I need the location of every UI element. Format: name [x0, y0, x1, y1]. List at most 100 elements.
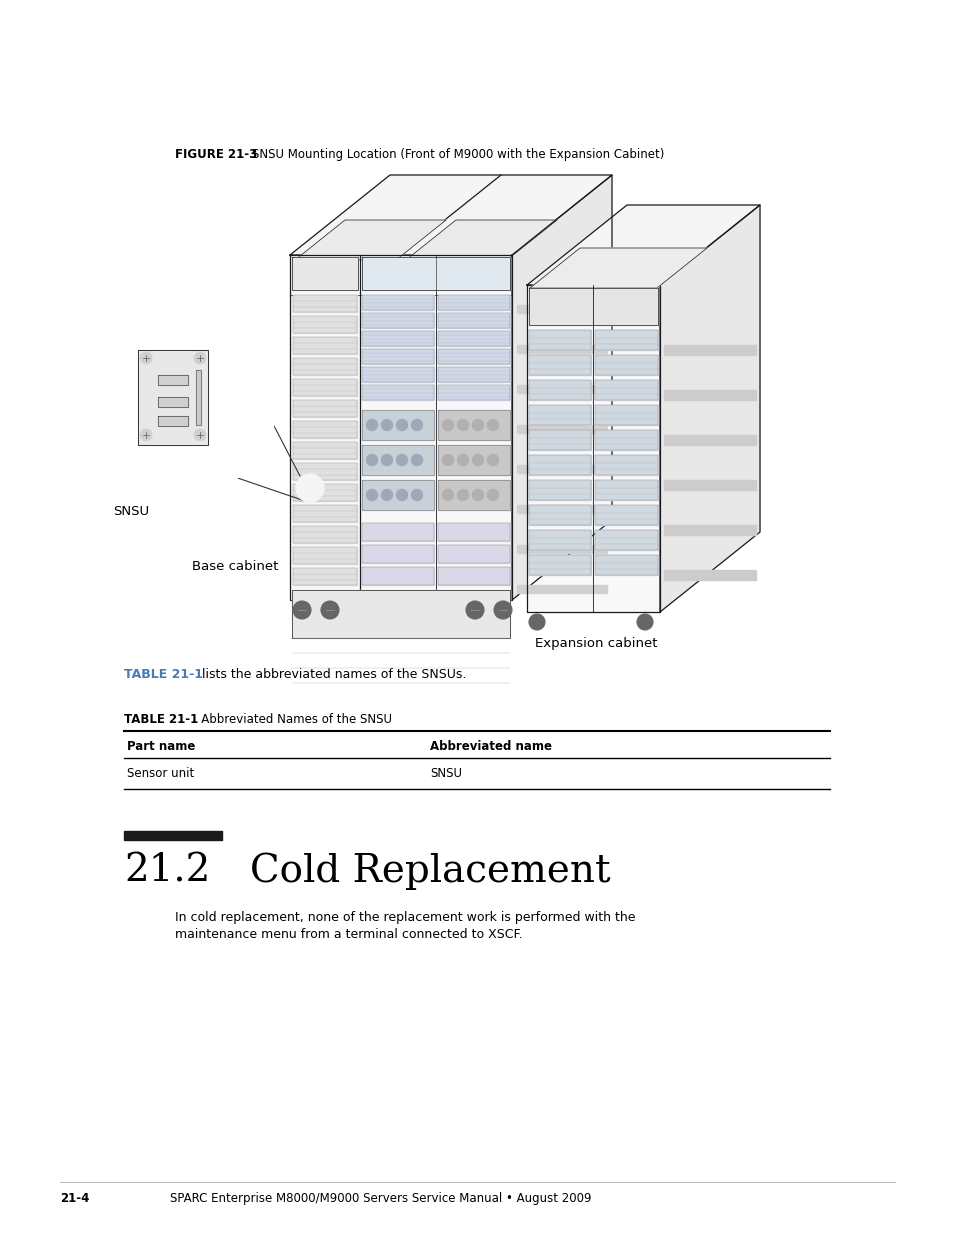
- Circle shape: [140, 429, 152, 441]
- Polygon shape: [437, 350, 510, 364]
- Polygon shape: [406, 220, 557, 261]
- Polygon shape: [293, 526, 356, 543]
- Polygon shape: [663, 345, 755, 354]
- Circle shape: [529, 614, 544, 630]
- Polygon shape: [293, 316, 356, 333]
- Circle shape: [456, 454, 469, 466]
- Polygon shape: [293, 295, 356, 312]
- Circle shape: [380, 489, 393, 501]
- Polygon shape: [595, 530, 658, 550]
- Polygon shape: [292, 590, 510, 638]
- Text: FIGURE 21-3: FIGURE 21-3: [174, 148, 257, 161]
- Circle shape: [411, 489, 422, 501]
- Polygon shape: [595, 380, 658, 400]
- Circle shape: [380, 419, 393, 431]
- Circle shape: [456, 489, 469, 501]
- Text: Part name: Part name: [127, 740, 195, 753]
- Circle shape: [193, 429, 206, 441]
- Text: Sensor unit: Sensor unit: [127, 767, 194, 781]
- Polygon shape: [663, 571, 755, 580]
- Polygon shape: [595, 454, 658, 475]
- Text: SPARC Enterprise M8000/M9000 Servers Service Manual • August 2009: SPARC Enterprise M8000/M9000 Servers Ser…: [170, 1192, 591, 1205]
- Polygon shape: [124, 831, 222, 840]
- Circle shape: [380, 454, 393, 466]
- Polygon shape: [437, 385, 510, 400]
- Polygon shape: [529, 288, 658, 325]
- Polygon shape: [663, 480, 755, 490]
- Polygon shape: [529, 405, 590, 425]
- Polygon shape: [437, 567, 510, 585]
- Polygon shape: [529, 555, 590, 576]
- Polygon shape: [595, 405, 658, 425]
- Polygon shape: [517, 466, 606, 473]
- Circle shape: [295, 474, 324, 501]
- Text: TABLE 21-1: TABLE 21-1: [124, 713, 198, 726]
- Text: 21.2: 21.2: [124, 853, 211, 890]
- Polygon shape: [361, 385, 434, 400]
- Polygon shape: [361, 480, 434, 510]
- Polygon shape: [517, 425, 606, 433]
- Polygon shape: [529, 380, 590, 400]
- Polygon shape: [437, 367, 510, 382]
- Polygon shape: [361, 567, 434, 585]
- Polygon shape: [290, 175, 612, 254]
- Circle shape: [411, 454, 422, 466]
- Circle shape: [395, 454, 408, 466]
- Circle shape: [441, 489, 454, 501]
- Polygon shape: [158, 396, 188, 408]
- Polygon shape: [437, 545, 510, 563]
- Circle shape: [366, 454, 377, 466]
- Polygon shape: [293, 568, 356, 585]
- Circle shape: [472, 489, 483, 501]
- Polygon shape: [529, 330, 590, 350]
- Text: Base cabinet: Base cabinet: [192, 559, 278, 573]
- Text: Expansion cabinet: Expansion cabinet: [535, 637, 657, 650]
- Polygon shape: [437, 522, 510, 541]
- Polygon shape: [517, 305, 606, 312]
- Polygon shape: [290, 254, 512, 600]
- Polygon shape: [517, 385, 606, 393]
- Circle shape: [486, 489, 498, 501]
- Polygon shape: [361, 350, 434, 364]
- Polygon shape: [437, 295, 510, 310]
- Circle shape: [140, 352, 152, 364]
- Polygon shape: [361, 545, 434, 563]
- Circle shape: [366, 489, 377, 501]
- Polygon shape: [529, 430, 590, 450]
- Circle shape: [193, 352, 206, 364]
- Polygon shape: [293, 358, 356, 375]
- Polygon shape: [293, 505, 356, 522]
- Polygon shape: [293, 484, 356, 501]
- Polygon shape: [437, 312, 510, 329]
- Polygon shape: [595, 430, 658, 450]
- Polygon shape: [529, 354, 590, 375]
- Polygon shape: [512, 175, 612, 600]
- Circle shape: [486, 454, 498, 466]
- Polygon shape: [517, 585, 606, 593]
- Text: Abbreviated name: Abbreviated name: [430, 740, 552, 753]
- Polygon shape: [529, 480, 590, 500]
- Polygon shape: [517, 345, 606, 353]
- Polygon shape: [595, 505, 658, 525]
- Polygon shape: [158, 416, 188, 426]
- Circle shape: [293, 601, 311, 619]
- Polygon shape: [361, 331, 434, 346]
- Polygon shape: [517, 505, 606, 513]
- Polygon shape: [529, 454, 590, 475]
- Circle shape: [472, 454, 483, 466]
- Polygon shape: [663, 435, 755, 445]
- Polygon shape: [663, 390, 755, 400]
- Text: maintenance menu from a terminal connected to XSCF.: maintenance menu from a terminal connect…: [174, 927, 522, 941]
- Text: Abbreviated Names of the SNSU: Abbreviated Names of the SNSU: [190, 713, 392, 726]
- Text: In cold replacement, none of the replacement work is performed with the: In cold replacement, none of the replace…: [174, 911, 635, 924]
- Polygon shape: [361, 295, 434, 310]
- Polygon shape: [595, 480, 658, 500]
- Polygon shape: [361, 522, 434, 541]
- Circle shape: [100, 317, 275, 493]
- Text: Cold Replacement: Cold Replacement: [250, 853, 610, 890]
- Circle shape: [456, 419, 469, 431]
- Polygon shape: [529, 505, 590, 525]
- Circle shape: [494, 601, 512, 619]
- Text: SNSU Mounting Location (Front of M9000 with the Expansion Cabinet): SNSU Mounting Location (Front of M9000 w…: [252, 148, 663, 161]
- Polygon shape: [292, 257, 357, 290]
